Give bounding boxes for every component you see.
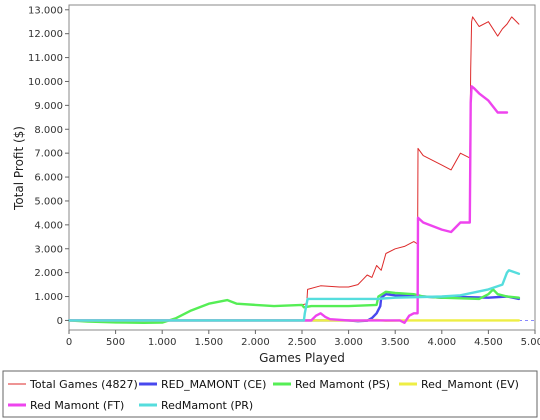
x-tick-label: 4.500 [474, 337, 503, 348]
y-tick-label: 11.000 [28, 53, 63, 64]
legend-label-5: Red Mamont (FT) [30, 399, 124, 412]
x-axis-label: Games Played [259, 351, 345, 365]
x-tick-label: 2.000 [241, 337, 270, 348]
y-tick-label: 0 [57, 316, 63, 327]
legend-label-1: Total Games (4827) [29, 378, 138, 391]
series-line-5 [67, 85, 509, 324]
y-tick-label: 5.000 [34, 196, 63, 207]
y-tick-label: 1.000 [34, 292, 63, 303]
y-tick-label: 13.000 [28, 5, 63, 16]
y-axis: 0 1.000 2.000 3.000 4.000 5.000 6.000 7.000 8.00… [28, 5, 69, 327]
legend-box [2, 370, 538, 418]
x-tick-label: 1.500 [194, 337, 223, 348]
y-tick-label: 6.000 [34, 173, 63, 184]
legend-label-3: Red Mamont (PS) [295, 378, 390, 391]
y-tick-label: 8.000 [34, 125, 63, 136]
x-tick-label: 500 [106, 337, 125, 348]
series-line-6 [67, 269, 521, 322]
y-tick-label: 2.000 [34, 268, 63, 279]
x-tick-label: 5.000 [521, 337, 540, 348]
x-tick-label: 3.000 [334, 337, 363, 348]
legend-label-6: RedMamont (PR) [161, 399, 253, 412]
x-axis: 0 500 1.000 1.500 2.000 2.500 3.000 3.500 4.000 4… [66, 330, 540, 348]
x-tick-label: 1.000 [148, 337, 177, 348]
x-tick-label: 0 [66, 337, 72, 348]
series-layer [67, 16, 521, 324]
legend-label-2: RED_MAMONT (CE) [161, 378, 266, 391]
y-tick-label: 4.000 [34, 220, 63, 231]
x-tick-label: 4.000 [427, 337, 456, 348]
y-tick-label: 10.000 [28, 77, 63, 88]
y-tick-label: 7.000 [34, 149, 63, 160]
legend: Total Games (4827) RED_MAMONT (CE) Red Mam… [2, 370, 538, 418]
plot-area [68, 4, 536, 331]
legend-label-4: Red_Mamont (EV) [421, 378, 519, 391]
x-tick-label: 2.500 [288, 337, 317, 348]
y-axis-label: Total Profit ($) [12, 126, 26, 211]
y-tick-label: 9.000 [34, 101, 63, 112]
x-tick-label: 3.500 [381, 337, 410, 348]
y-tick-label: 12.000 [28, 29, 63, 40]
y-tick-label: 3.000 [34, 244, 63, 255]
